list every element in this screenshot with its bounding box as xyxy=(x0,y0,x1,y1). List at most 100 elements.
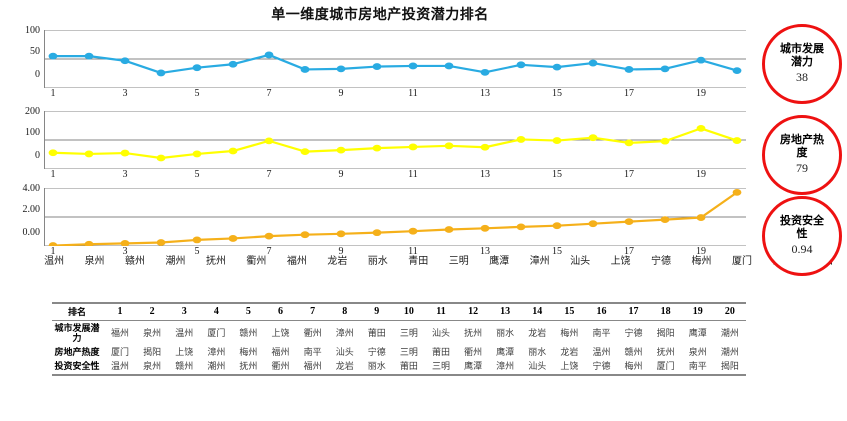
table-cell-city: 三明 xyxy=(431,361,450,372)
data-point xyxy=(444,226,454,233)
table-column-header: 9 xyxy=(374,306,380,317)
table-cell-city: 厦门 xyxy=(207,328,226,339)
x-tick-label: 17 xyxy=(624,246,634,257)
data-point xyxy=(84,52,94,60)
table-cell-city: 抚州 xyxy=(239,361,258,372)
city-label: 衢州 xyxy=(246,256,267,267)
table-cell-city: 衢州 xyxy=(303,328,322,339)
x-tick-label: 13 xyxy=(480,88,490,99)
table-column-header: 4 xyxy=(213,306,219,317)
table-cell-city: 龙岩 xyxy=(528,328,547,339)
data-point xyxy=(48,149,58,157)
kpi-circle-city-development-potential: 城市发展潜力 38 xyxy=(762,24,842,104)
x-tick-label: 5 xyxy=(194,88,200,99)
table-cell-city: 南平 xyxy=(303,347,322,358)
data-point xyxy=(264,137,274,145)
table-column-header: 17 xyxy=(628,306,639,317)
table-cell-city: 梅州 xyxy=(239,347,258,358)
table-cell-city: 丽水 xyxy=(528,347,547,358)
table-cell-city: 抚州 xyxy=(656,347,675,358)
table-row: 投资安全性 温州 泉州 赣州 潮州 抚州 衢州 福州 龙岩 丽水 莆田 三明 鹰潭 漳州 汕头 上饶 宁德 梅州 厦… xyxy=(52,359,746,375)
table-column-header: 5 xyxy=(245,306,251,317)
rank-table: 排名 1 2 3 4 5 6 7 8 9 10 11 12 13 14 15 16 17 18 19 20 城市发展潜… xyxy=(52,302,746,376)
city-label: 龙岩 xyxy=(327,256,348,267)
table-cell-city: 温州 xyxy=(175,328,194,339)
data-point xyxy=(516,136,526,143)
x-tick-label: 11 xyxy=(408,246,418,257)
kpi-value: 79 xyxy=(796,160,808,175)
table-cell-city: 梅州 xyxy=(624,361,643,372)
data-point xyxy=(192,64,202,72)
table-cell-city: 上饶 xyxy=(175,347,194,358)
table-cell-city: 漳州 xyxy=(207,347,226,358)
data-point xyxy=(696,56,706,64)
data-point xyxy=(516,223,526,231)
table-cell-city: 汕头 xyxy=(431,328,450,339)
chart-panel-investment-safety: 4.00 2.00 0.00 1 3 5 7 9 11 13 15 17 19 xyxy=(0,184,760,270)
x-tick-label: 11 xyxy=(408,88,418,99)
x-tick-label: 9 xyxy=(338,88,344,99)
city-label: 温州 xyxy=(44,256,65,267)
data-point xyxy=(156,69,166,77)
table-cell-city: 福州 xyxy=(271,347,290,358)
y-tick-label: 4.00 xyxy=(22,183,41,194)
table-cell-city: 宁德 xyxy=(624,328,643,339)
data-point xyxy=(120,149,130,157)
data-point xyxy=(552,63,562,71)
table-cell-city: 南平 xyxy=(688,361,707,372)
data-point xyxy=(660,216,670,224)
city-label: 鹰潭 xyxy=(489,256,510,267)
data-point xyxy=(624,139,634,147)
x-tick-label: 5 xyxy=(194,169,200,180)
data-point xyxy=(624,66,634,73)
table-cell-city: 泉州 xyxy=(143,361,162,372)
city-label: 厦门 xyxy=(731,256,752,267)
table-cell-city: 三明 xyxy=(399,347,418,358)
data-point xyxy=(228,235,238,242)
table-column-header: 14 xyxy=(532,306,543,317)
rank-table-container: 排名 1 2 3 4 5 6 7 8 9 10 11 12 13 14 15 16 17 18 19 20 城市发展潜… xyxy=(52,302,746,376)
x-tick-label: 15 xyxy=(551,246,562,257)
x-tick-label: 17 xyxy=(624,169,634,180)
data-point xyxy=(624,218,634,226)
table-column-header: 13 xyxy=(500,306,511,317)
table-cell-city: 潮州 xyxy=(720,328,739,339)
table-cell-city: 莆田 xyxy=(431,347,450,358)
kpi-label: 城市发展潜力 xyxy=(780,43,824,68)
table-cell-city: 南平 xyxy=(592,328,611,339)
data-point xyxy=(120,57,130,65)
table-row: 城市发展潜力 福州 泉州 温州 厦门 赣州 上饶 衢州 漳州 莆田 三明 汕头 抚州 丽水 龙岩 梅州 南平 宁德… xyxy=(52,321,746,346)
y-tick-label: 200 xyxy=(25,106,40,117)
data-point xyxy=(516,61,526,69)
data-point xyxy=(336,65,346,73)
table-cell-city: 厦门 xyxy=(656,361,675,372)
data-point xyxy=(444,142,454,150)
table-column-header: 6 xyxy=(278,306,284,317)
data-point xyxy=(300,231,310,239)
table-cell-city: 丽水 xyxy=(367,361,386,372)
table-cell-city: 龙岩 xyxy=(335,361,354,372)
chart-panel-city-development-potential: 100 50 0 1 3 5 7 9 11 13 15 17 19 xyxy=(0,26,760,114)
data-point xyxy=(588,134,598,142)
data-point xyxy=(552,222,562,230)
table-column-header: 7 xyxy=(310,306,316,317)
data-line xyxy=(53,128,737,158)
city-label: 潮州 xyxy=(165,256,186,267)
data-point xyxy=(480,68,490,76)
data-point xyxy=(408,143,418,151)
data-point xyxy=(480,143,490,151)
city-label: 汕头 xyxy=(570,256,591,267)
table-cell-city: 福州 xyxy=(303,361,322,372)
data-point xyxy=(588,220,598,228)
data-point xyxy=(372,229,382,237)
rank-table-body: 城市发展潜力 福州 泉州 温州 厦门 赣州 上饶 衢州 漳州 莆田 三明 汕头 抚州 丽水 龙岩 梅州 南平 宁德… xyxy=(52,321,746,375)
table-cell-city: 漳州 xyxy=(335,328,354,339)
data-point xyxy=(48,242,58,246)
table-column-header: 3 xyxy=(181,306,187,317)
y-tick-label: 100 xyxy=(25,127,40,138)
table-cell-city: 温州 xyxy=(111,361,130,372)
data-line xyxy=(53,55,737,73)
table-cell-city: 龙岩 xyxy=(560,347,579,358)
data-point xyxy=(84,240,94,246)
